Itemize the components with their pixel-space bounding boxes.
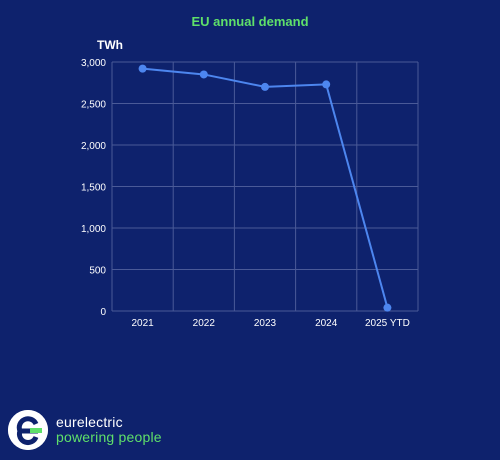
chart-series: [138, 64, 392, 312]
eurelectric-logo: eurelectric powering people: [8, 410, 178, 454]
chart-title: EU annual demand: [191, 14, 309, 29]
series-line: [142, 67, 389, 308]
y-tick-label: 1,500: [81, 183, 106, 194]
x-tick-label: 2022: [193, 318, 216, 329]
x-tick-label: 2021: [131, 318, 154, 329]
chart-grid: [111, 61, 419, 312]
data-point: [261, 82, 269, 91]
data-point: [199, 70, 208, 79]
y-axis-unit-label: TWh: [97, 38, 123, 52]
x-axis-ticks: 2021 2022 2023 2024 2025 YTD: [131, 318, 409, 329]
data-point: [383, 303, 392, 312]
y-tick-label: 1,000: [81, 224, 106, 235]
brand-tagline: powering people: [56, 429, 162, 445]
y-tick-label: 0: [100, 307, 106, 318]
data-point: [138, 64, 147, 73]
y-tick-label: 2,500: [81, 100, 106, 111]
y-axis-ticks: 0 500 1,000 1,500 2,000 2,500 3,000: [81, 58, 106, 318]
y-tick-label: 500: [89, 266, 106, 277]
y-tick-label: 3,000: [81, 58, 106, 69]
data-point: [322, 80, 331, 89]
x-tick-label: 2024: [315, 318, 338, 329]
x-tick-label: 2023: [254, 318, 277, 329]
brand-name: eurelectric: [56, 414, 123, 430]
eurelectric-e-icon: [8, 410, 48, 450]
x-tick-label: 2025 YTD: [365, 318, 410, 329]
y-tick-label: 2,000: [81, 141, 106, 152]
